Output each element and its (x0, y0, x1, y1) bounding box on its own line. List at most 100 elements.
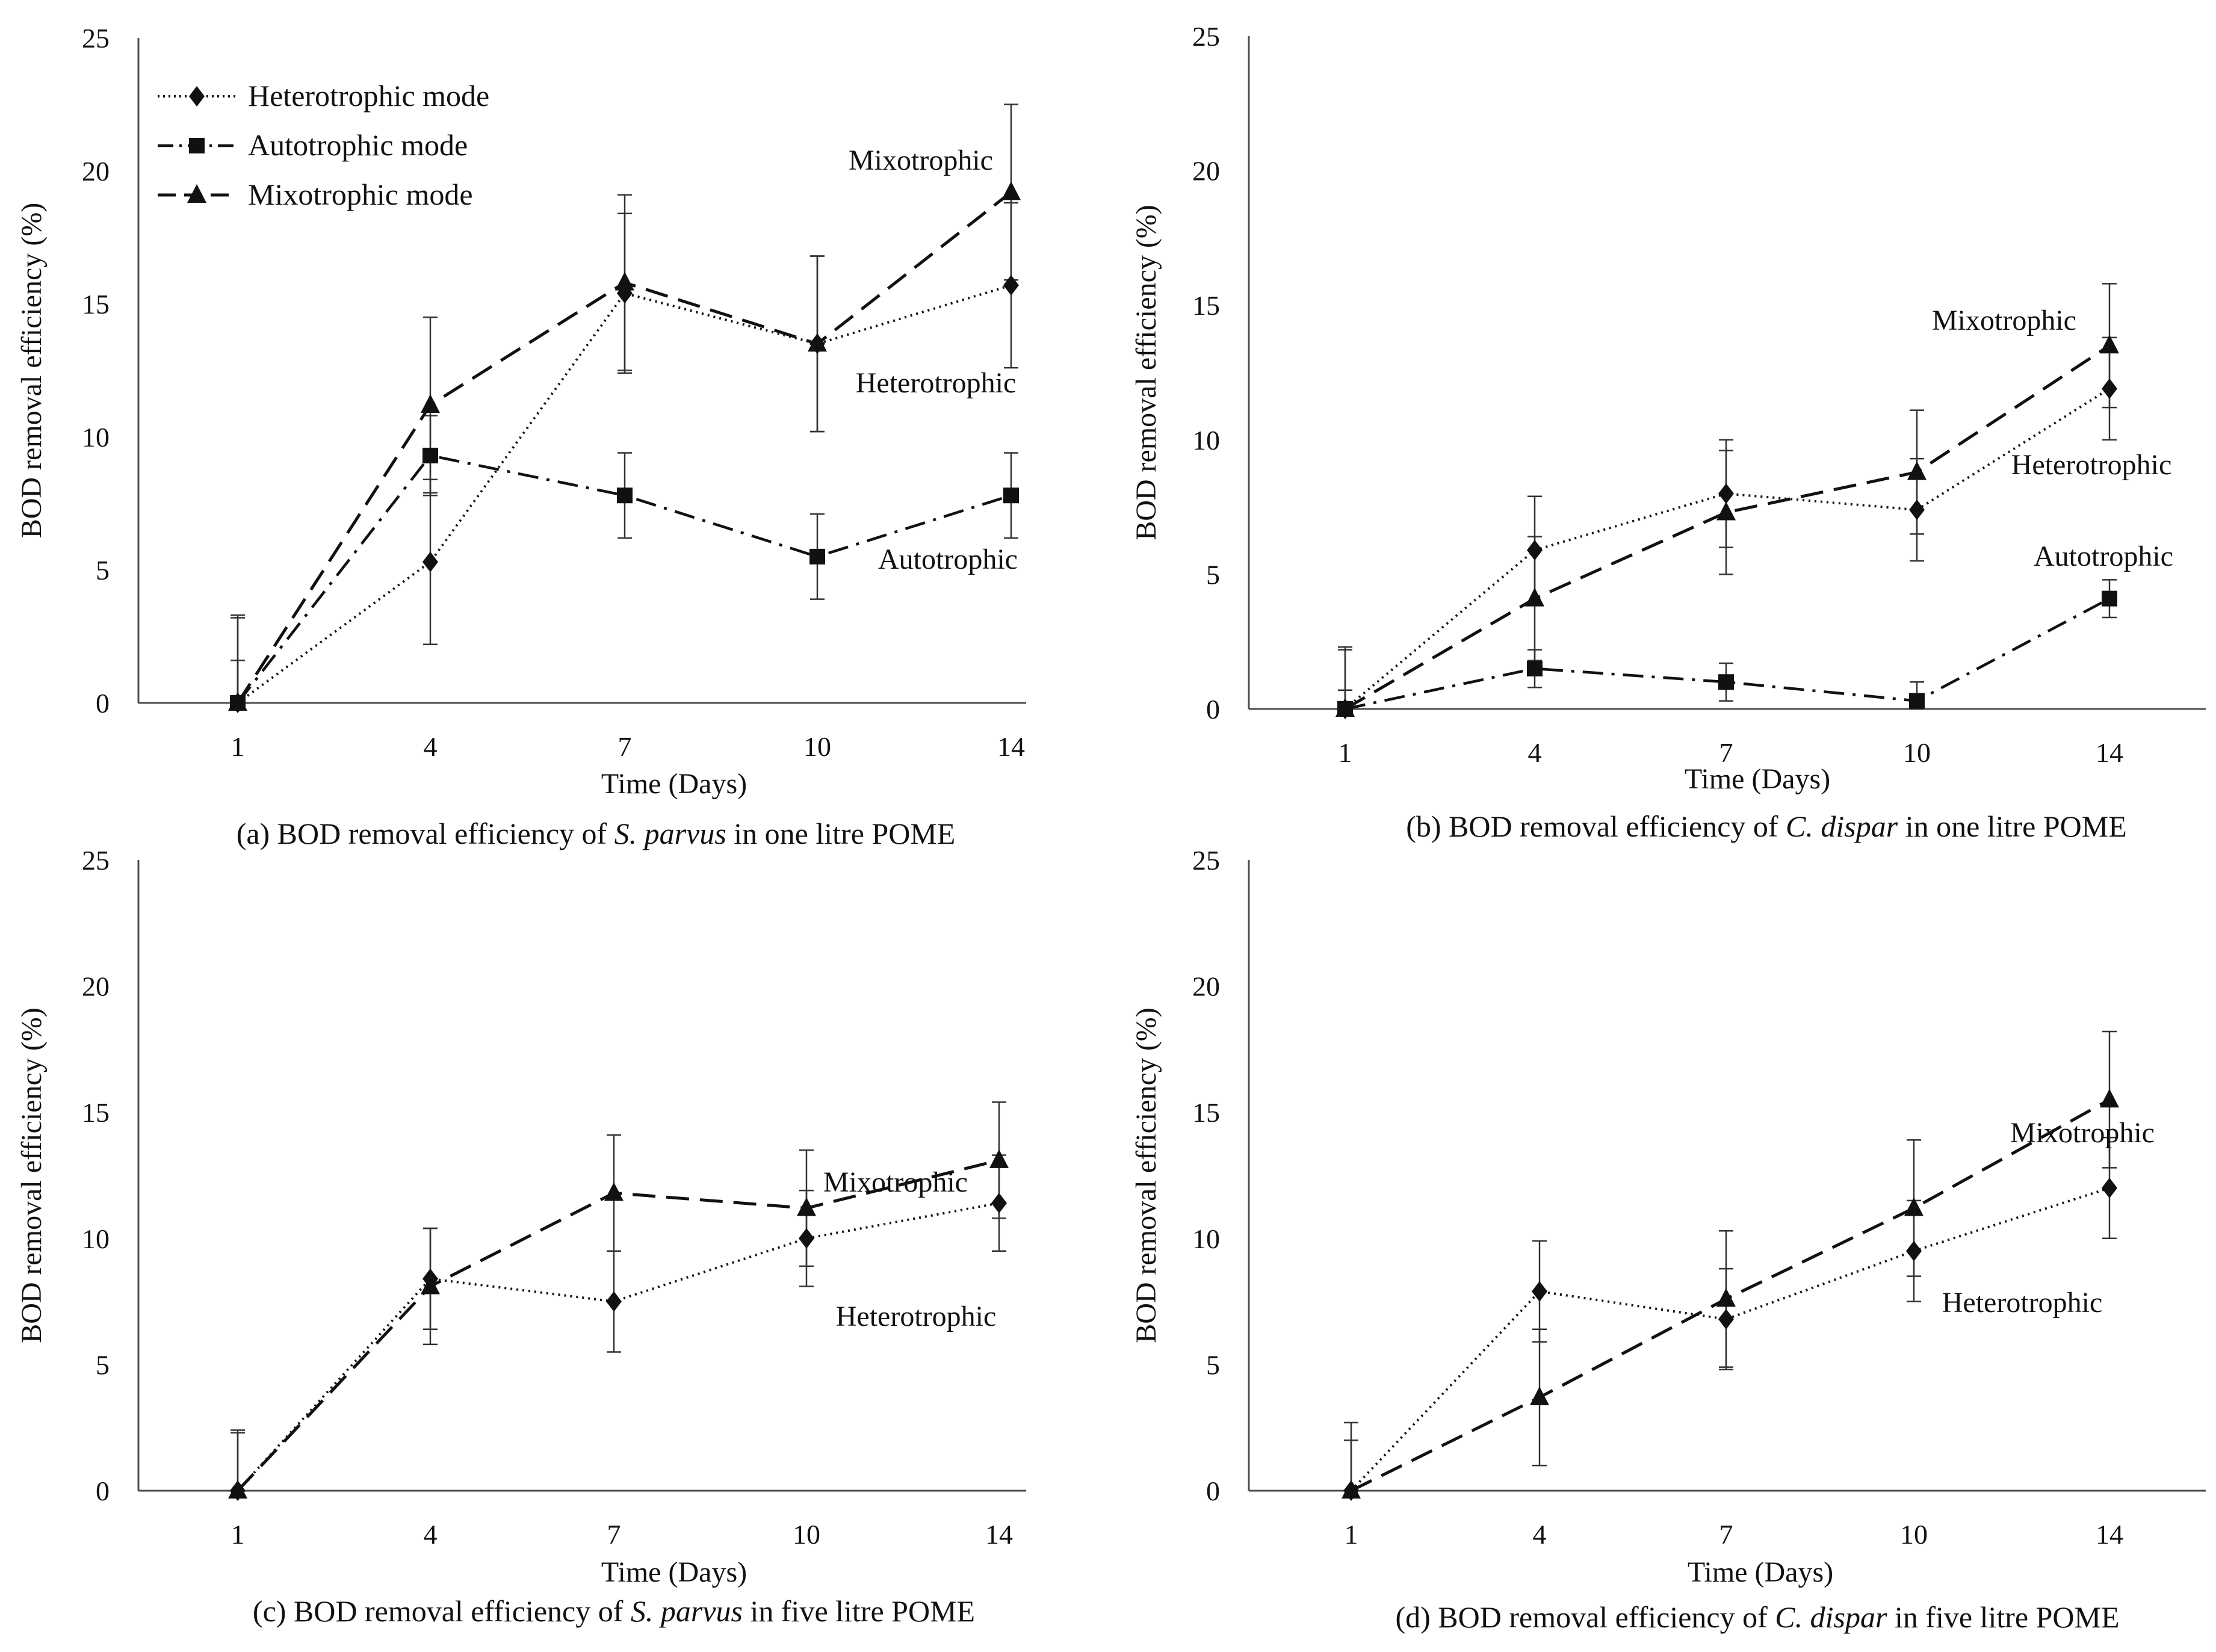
panel-caption: (c) BOD removal efficiency of S. parvus … (253, 1594, 975, 1628)
y-tick-label: 25 (82, 845, 110, 876)
legend-marker-diamond (189, 86, 205, 107)
data-point-heterotrophic (2102, 378, 2117, 399)
y-tick-label: 0 (1206, 694, 1220, 725)
series-labels: Heterotrophic Mixotrophic (823, 1166, 996, 1332)
caption-suffix: in one litre POME (1898, 809, 2127, 843)
data-point-mixotrophic (1907, 461, 1927, 480)
legend-label-mixotrophic: Mixotrophic mode (248, 178, 473, 211)
x-tick-label: 14 (2096, 737, 2123, 768)
data-point-heterotrophic (1532, 1281, 1547, 1302)
x-axis-title: Time (Days) (601, 768, 747, 800)
y-axis-title: BOD removal efficiency (%) (1130, 1007, 1162, 1343)
series-label-mixotrophic: Mixotrophic (849, 144, 993, 176)
data-point-autotrophic (1003, 487, 1019, 504)
legend-entry-heterotrophic: Heterotrophic mode (158, 79, 489, 113)
panel-caption: (a) BOD removal efficiency of S. parvus … (237, 817, 956, 850)
series-label-mixotrophic: Mixotrophic (823, 1166, 968, 1198)
caption-prefix: (a) BOD removal efficiency of (237, 817, 614, 850)
y-tick-label: 25 (1192, 21, 1220, 52)
data-point-autotrophic (422, 447, 438, 463)
data-point-mixotrophic (1716, 1288, 1736, 1307)
legend-marker-triangle (187, 184, 206, 203)
data-point-mixotrophic (797, 1197, 816, 1216)
data-point-mixotrophic (1904, 1197, 1924, 1216)
series-line-heterotrophic (237, 284, 1012, 704)
data-point-autotrophic (1527, 660, 1543, 676)
y-tick-label: 15 (1192, 290, 1220, 321)
x-tick-label: 14 (997, 731, 1025, 762)
caption-suffix: in five litre POME (1887, 1600, 2119, 1634)
caption-prefix: (d) BOD removal efficiency of (1395, 1600, 1775, 1634)
series-labels: Heterotrophic Autotrophic Mixotrophic (849, 144, 1018, 575)
y-tick-label: 15 (1192, 1097, 1220, 1128)
x-tick-label: 1 (231, 731, 245, 762)
y-tick-label: 10 (1192, 425, 1220, 456)
x-tick-label: 7 (1719, 737, 1733, 768)
y-tick-label: 20 (82, 156, 110, 187)
series-labels: Heterotrophic Autotrophic Mixotrophic (1932, 305, 2173, 572)
data-point-heterotrophic (422, 551, 438, 572)
data-point-mixotrophic (421, 1275, 440, 1295)
data-point-mixotrophic (989, 1149, 1009, 1168)
caption-species: C. dispar (1775, 1600, 1887, 1634)
x-tick-label: 10 (1903, 737, 1931, 768)
data-point-heterotrophic (1718, 483, 1734, 504)
x-tick-label: 1 (1339, 737, 1352, 768)
data-point-mixotrophic (604, 1182, 624, 1201)
series-line-autotrophic (237, 454, 1012, 704)
legend-label-autotrophic: Autotrophic mode (248, 128, 468, 162)
series-label-autotrophic: Autotrophic (878, 543, 1018, 575)
series-markers (228, 1149, 1009, 1501)
data-point-heterotrophic (2102, 1177, 2117, 1198)
data-point-mixotrophic (228, 692, 247, 711)
series-label-heterotrophic: Heterotrophic (2011, 449, 2172, 481)
x-tick-label: 4 (424, 1519, 438, 1550)
x-tick-labels: 1 4 7 10 14 (1345, 1519, 2124, 1550)
data-point-mixotrophic (421, 394, 440, 413)
series-line-autotrophic (1345, 597, 2111, 711)
data-point-mixotrophic (1525, 587, 1544, 607)
y-tick-label: 5 (1206, 1349, 1220, 1380)
y-tick-labels: 0 5 10 15 20 25 (1192, 21, 1220, 725)
data-point-mixotrophic (1716, 501, 1736, 521)
data-point-heterotrophic (1906, 1240, 1922, 1261)
x-tick-label: 4 (1528, 737, 1542, 768)
x-tick-label: 10 (1900, 1519, 1928, 1550)
y-tick-label: 25 (82, 23, 110, 54)
series-labels: Heterotrophic Mixotrophic (1942, 1117, 2155, 1319)
x-axis-title: Time (Days) (1688, 1556, 1833, 1588)
y-tick-label: 5 (1206, 559, 1220, 590)
legend-label-heterotrophic: Heterotrophic mode (248, 79, 489, 113)
y-tick-label: 0 (96, 688, 110, 719)
series-label-autotrophic: Autotrophic (2034, 540, 2173, 572)
data-point-autotrophic (1718, 674, 1734, 690)
y-axis-title: BOD removal efficiency (%) (16, 1007, 48, 1343)
series-markers (1335, 335, 2119, 719)
x-tick-label: 10 (793, 1519, 820, 1550)
data-point-mixotrophic (1530, 1386, 1549, 1405)
data-point-autotrophic (617, 487, 633, 504)
data-point-heterotrophic (1718, 1308, 1734, 1329)
y-tick-label: 0 (1206, 1476, 1220, 1506)
legend-marker-square-icon (189, 138, 205, 153)
x-axis-title: Time (Days) (1685, 763, 1830, 795)
y-tick-labels: 0 5 10 15 20 25 (1192, 845, 1220, 1506)
series-label-mixotrophic: Mixotrophic (2010, 1117, 2155, 1149)
caption-suffix: in one litre POME (726, 817, 956, 850)
series-label-heterotrophic: Heterotrophic (1942, 1287, 2103, 1319)
y-tick-label: 15 (82, 289, 110, 320)
data-point-heterotrophic (1909, 500, 1925, 521)
data-point-mixotrophic (808, 333, 827, 352)
y-tick-label: 0 (96, 1476, 110, 1506)
data-point-mixotrophic (1001, 181, 1021, 200)
data-point-mixotrophic (1342, 1480, 1361, 1499)
data-point-mixotrophic (2100, 1089, 2119, 1108)
data-point-heterotrophic (606, 1291, 622, 1312)
caption-prefix: (b) BOD removal efficiency of (1406, 809, 1786, 843)
data-point-mixotrophic (2100, 335, 2119, 354)
series-label-heterotrophic: Heterotrophic (856, 367, 1017, 399)
